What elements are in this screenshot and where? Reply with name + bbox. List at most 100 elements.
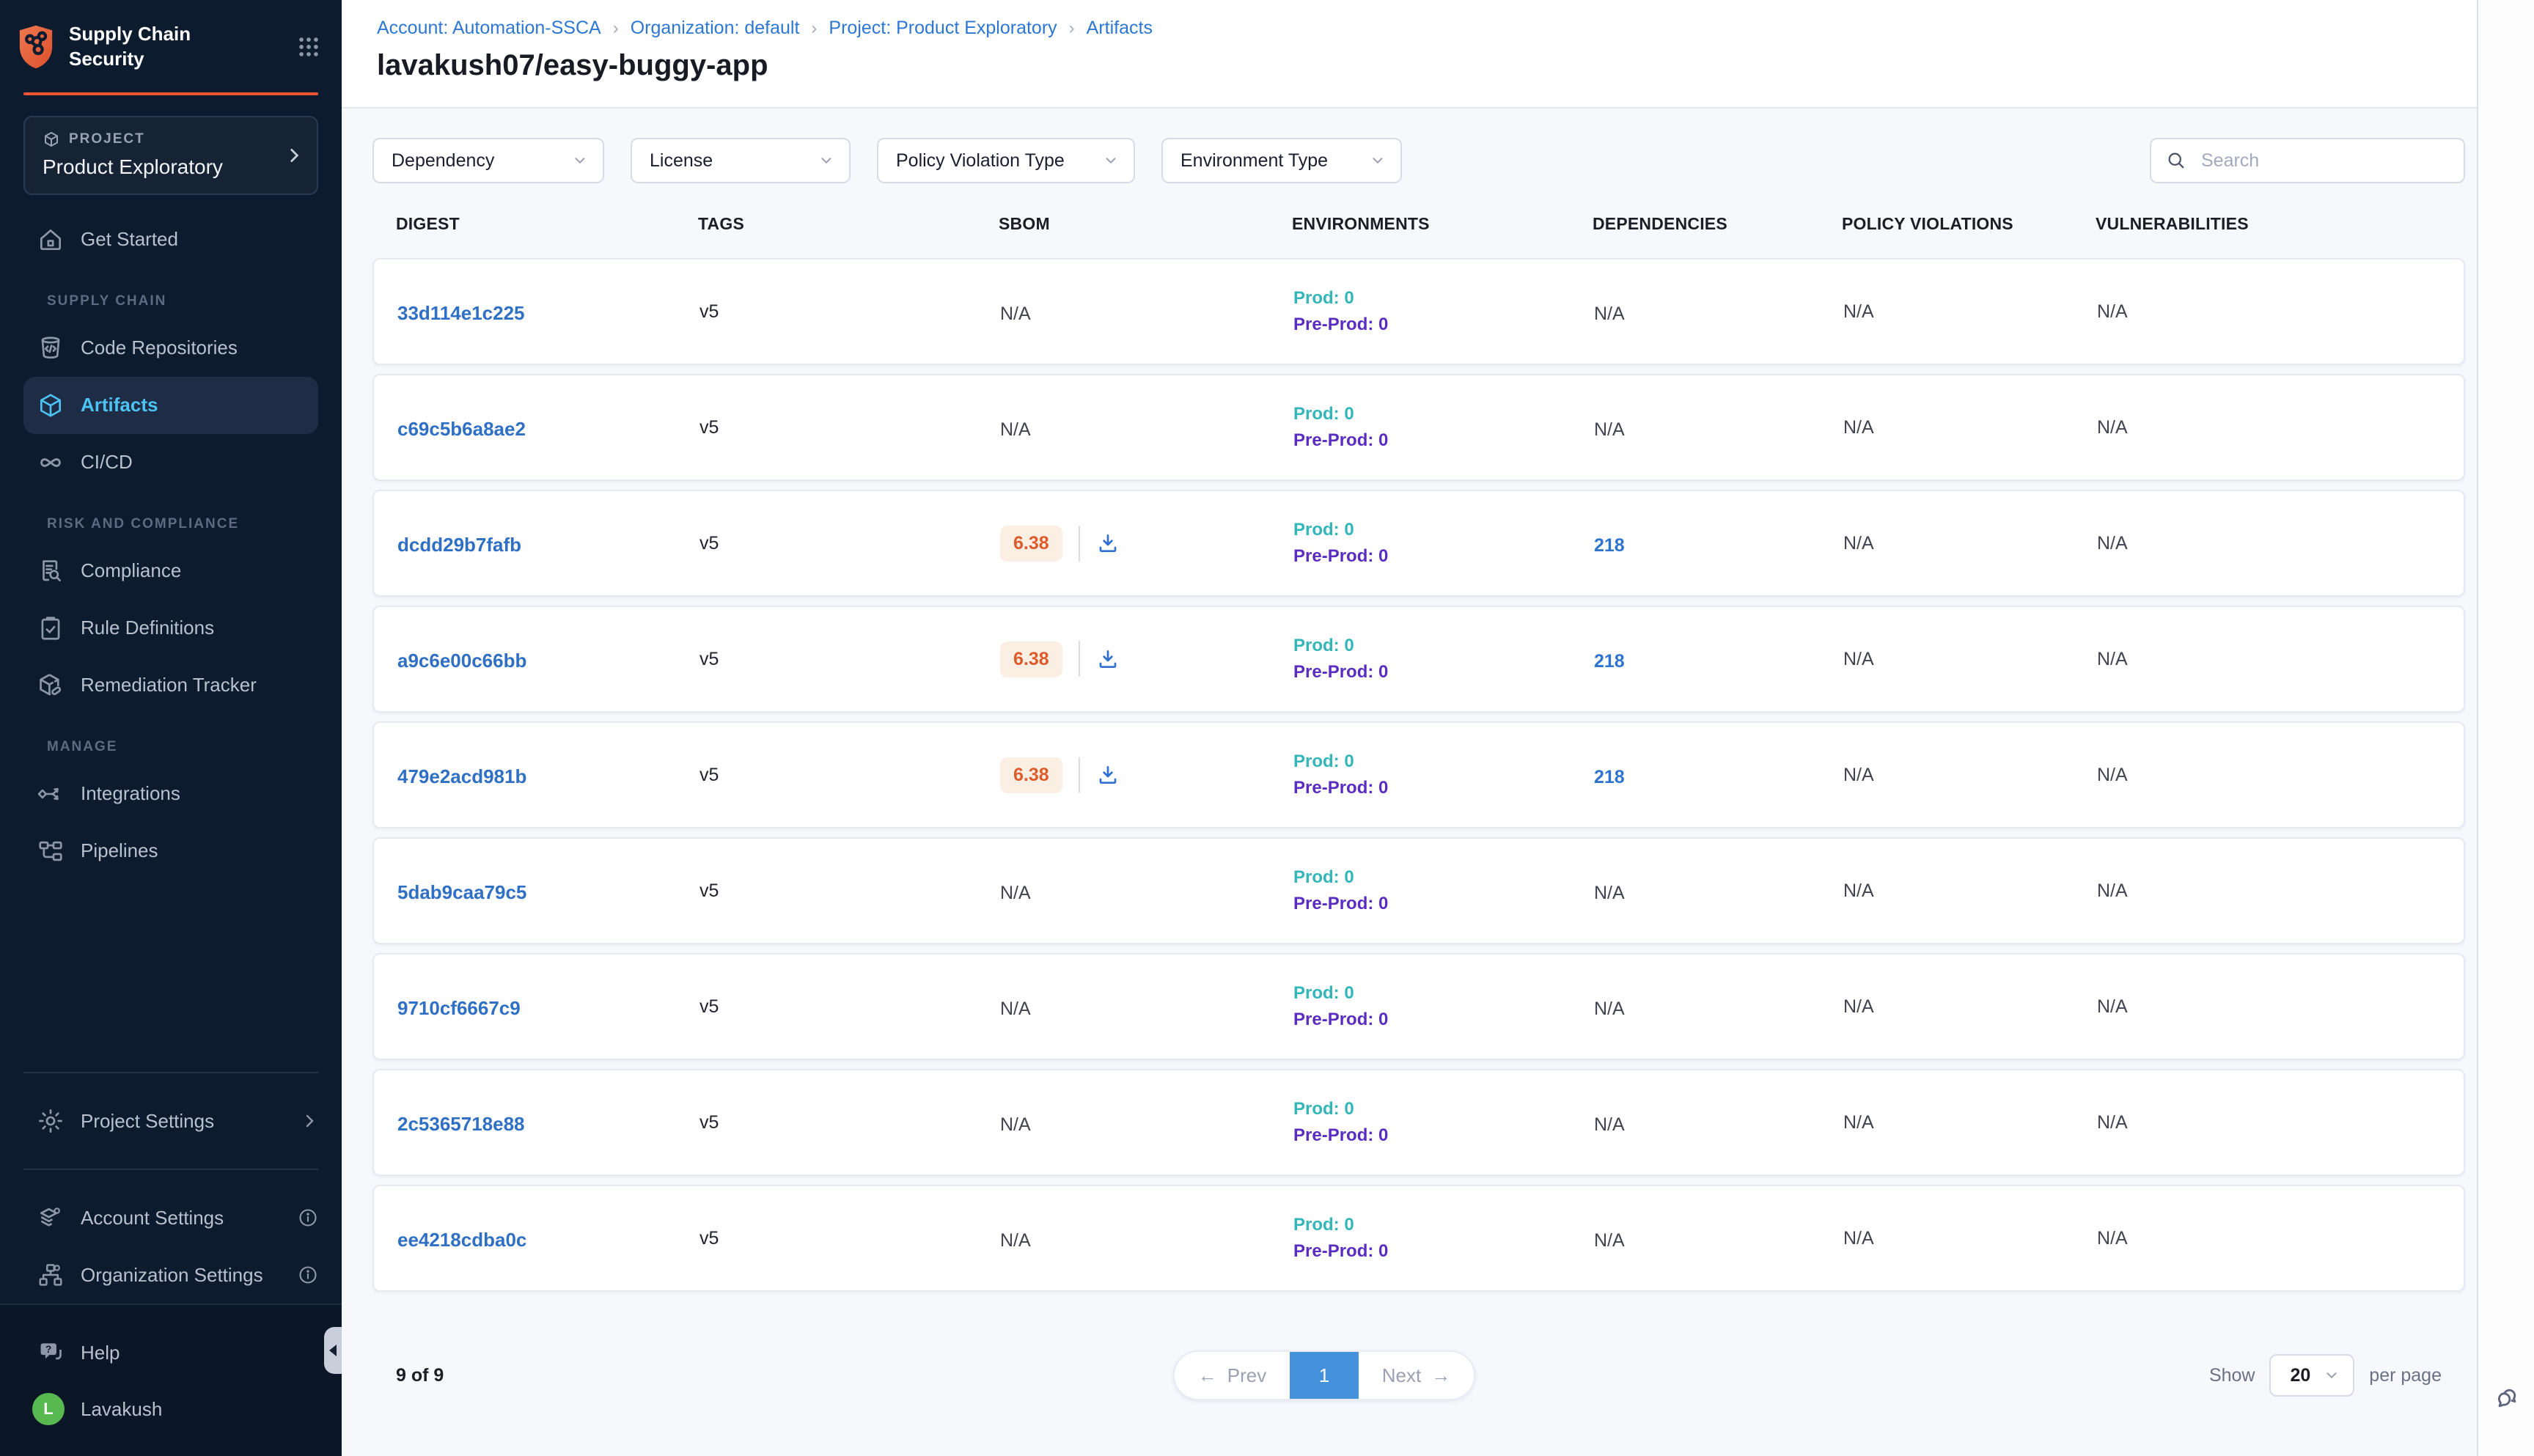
divider [23, 1169, 318, 1170]
policy-violations-cell: N/A [1843, 648, 1874, 669]
search-input[interactable] [2198, 148, 2449, 173]
sidebar-item-remediation-tracker[interactable]: Remediation Tracker [0, 657, 342, 714]
download-sbom-icon[interactable] [1096, 647, 1120, 671]
column-header-tags: TAGS [698, 214, 744, 233]
sidebar-item-artifacts[interactable]: Artifacts [23, 376, 318, 434]
sidebar-item-compliance[interactable]: Compliance [0, 543, 342, 600]
env-preprod: Pre-Prod: 0 [1293, 546, 1389, 566]
digest-link[interactable]: 33d114e1c225 [397, 301, 525, 324]
chevron-down-icon [572, 152, 588, 169]
digest-link[interactable]: 5dab9caa79c5 [397, 880, 527, 903]
sidebar-item-get-started[interactable]: Get Started [0, 211, 342, 268]
env-preprod: Pre-Prod: 0 [1293, 430, 1389, 450]
tag-cell: v5 [699, 764, 719, 785]
sbom-na: N/A [1000, 882, 1031, 903]
next-page-button[interactable]: Next → [1381, 1364, 1451, 1386]
sidebar-item-rule-definitions[interactable]: Rule Definitions [0, 600, 342, 657]
environment-type-filter-dropdown[interactable]: Environment Type [1161, 138, 1402, 183]
environments-cell: Prod: 0 Pre-Prod: 0 [1293, 1215, 1594, 1262]
help-button[interactable]: ? Help [0, 1326, 342, 1380]
digest-link[interactable]: dcdd29b7fafb [397, 533, 522, 556]
digest-link[interactable]: 2c5365718e88 [397, 1112, 525, 1135]
home-icon [37, 226, 65, 254]
sbom-na: N/A [1000, 1229, 1031, 1251]
document-search-icon [37, 557, 65, 585]
supply-chain-security-logo-icon [16, 24, 56, 70]
policy-violation-type-filter-dropdown[interactable]: Policy Violation Type [877, 138, 1135, 183]
page-size-dropdown[interactable]: 20 [2269, 1354, 2355, 1397]
breadcrumb-artifacts[interactable]: Artifacts [1086, 18, 1153, 38]
project-selector[interactable]: PROJECT Product Exploratory [23, 115, 318, 195]
show-label: Show [2208, 1364, 2255, 1386]
sidebar-collapse-handle[interactable] [324, 1327, 342, 1374]
policy-violations-cell: N/A [1843, 532, 1874, 554]
dependencies-na: N/A [1594, 1229, 1625, 1251]
prev-page-button[interactable]: ← Prev [1197, 1364, 1267, 1386]
env-prod: Prod: 0 [1293, 636, 1354, 655]
digest-link[interactable]: c69c5b6a8ae2 [397, 417, 526, 440]
info-icon[interactable] [298, 1265, 318, 1285]
tag-cell: v5 [699, 996, 719, 1017]
vulnerabilities-cell: N/A [2097, 1227, 2128, 1249]
per-page-label: per page [2369, 1364, 2442, 1386]
project-name: Product Exploratory [43, 155, 223, 178]
dependencies-link[interactable]: 218 [1594, 766, 1625, 787]
vulnerabilities-cell: N/A [2097, 301, 2128, 322]
dependencies-link[interactable]: 218 [1594, 650, 1625, 672]
sidebar-item-pipelines[interactable]: Pipelines [0, 823, 342, 880]
policy-violations-cell: N/A [1843, 416, 1874, 438]
sidebar-item-organization-settings[interactable]: Organization Settings [0, 1246, 342, 1304]
page-size-control: Show 20 per page [2209, 1354, 2442, 1397]
license-filter-dropdown[interactable]: License [631, 138, 851, 183]
user-menu[interactable]: L Lavakush [0, 1380, 342, 1438]
right-arrow-icon: → [1431, 1364, 1451, 1386]
sidebar: Supply Chain Security PROJECT [0, 0, 342, 1456]
dependencies-na: N/A [1594, 998, 1625, 1019]
chat-support-icon[interactable] [2491, 1383, 2521, 1412]
content-area: Dependency License Policy Violation Type… [342, 109, 2477, 1456]
app-grid-icon[interactable] [296, 34, 321, 59]
breadcrumb-project[interactable]: Project: Product Exploratory [829, 18, 1057, 38]
sidebar-item-project-settings[interactable]: Project Settings [0, 1092, 342, 1150]
chevron-right-icon [301, 1112, 318, 1130]
digest-link[interactable]: 9710cf6667c9 [397, 996, 521, 1019]
digest-link[interactable]: ee4218cdba0c [397, 1228, 527, 1251]
sidebar-item-integrations[interactable]: Integrations [0, 765, 342, 823]
dependencies-link[interactable]: 218 [1594, 534, 1625, 556]
breadcrumb-separator: › [612, 18, 619, 38]
sbom-score-badge: 6.38 [1000, 757, 1062, 793]
chevron-right-icon [284, 146, 304, 165]
sidebar-item-account-settings[interactable]: Account Settings [0, 1189, 342, 1246]
table-row: ee4218cdba0c v5 N/A Prod: 0 Pre-Prod: 0 … [372, 1185, 2465, 1292]
digest-link[interactable]: 479e2acd981b [397, 765, 527, 787]
breadcrumb-organization[interactable]: Organization: default [630, 18, 800, 38]
section-risk-compliance: RISK AND COMPLIANCE [47, 515, 240, 532]
table-row: 9710cf6667c9 v5 N/A Prod: 0 Pre-Prod: 0 … [372, 953, 2465, 1060]
sidebar-item-cicd[interactable]: CI/CD [0, 434, 342, 491]
digest-link[interactable]: a9c6e00c66bb [397, 649, 527, 672]
env-prod: Prod: 0 [1293, 1215, 1354, 1235]
divider [23, 1072, 318, 1073]
column-header-sbom: SBOM [999, 214, 1050, 233]
sbom-score-badge: 6.38 [1000, 641, 1062, 677]
dependency-filter-dropdown[interactable]: Dependency [372, 138, 604, 183]
env-prod: Prod: 0 [1293, 751, 1354, 771]
code-repo-icon [37, 334, 65, 362]
brand-title: Supply Chain Security [69, 23, 191, 70]
sbom-score-badge: 6.38 [1000, 525, 1062, 562]
pager: ← Prev 1 Next → [1173, 1350, 1475, 1400]
env-prod: Prod: 0 [1293, 1099, 1354, 1119]
pipelines-icon [37, 837, 65, 865]
download-sbom-icon[interactable] [1096, 532, 1120, 555]
breadcrumb-account[interactable]: Account: Automation-SSCA [377, 18, 601, 38]
sbom-na: N/A [1000, 419, 1031, 440]
brand-accent-line [23, 92, 318, 95]
policy-violations-cell: N/A [1843, 764, 1874, 785]
info-icon[interactable] [298, 1207, 318, 1228]
table-header-row: DIGEST TAGS SBOM ENVIRONMENTS DEPENDENCI… [372, 214, 2465, 258]
download-sbom-icon[interactable] [1096, 763, 1120, 787]
policy-violations-cell: N/A [1843, 301, 1874, 322]
sidebar-item-code-repositories[interactable]: Code Repositories [0, 320, 342, 377]
page-1-button[interactable]: 1 [1290, 1352, 1359, 1399]
